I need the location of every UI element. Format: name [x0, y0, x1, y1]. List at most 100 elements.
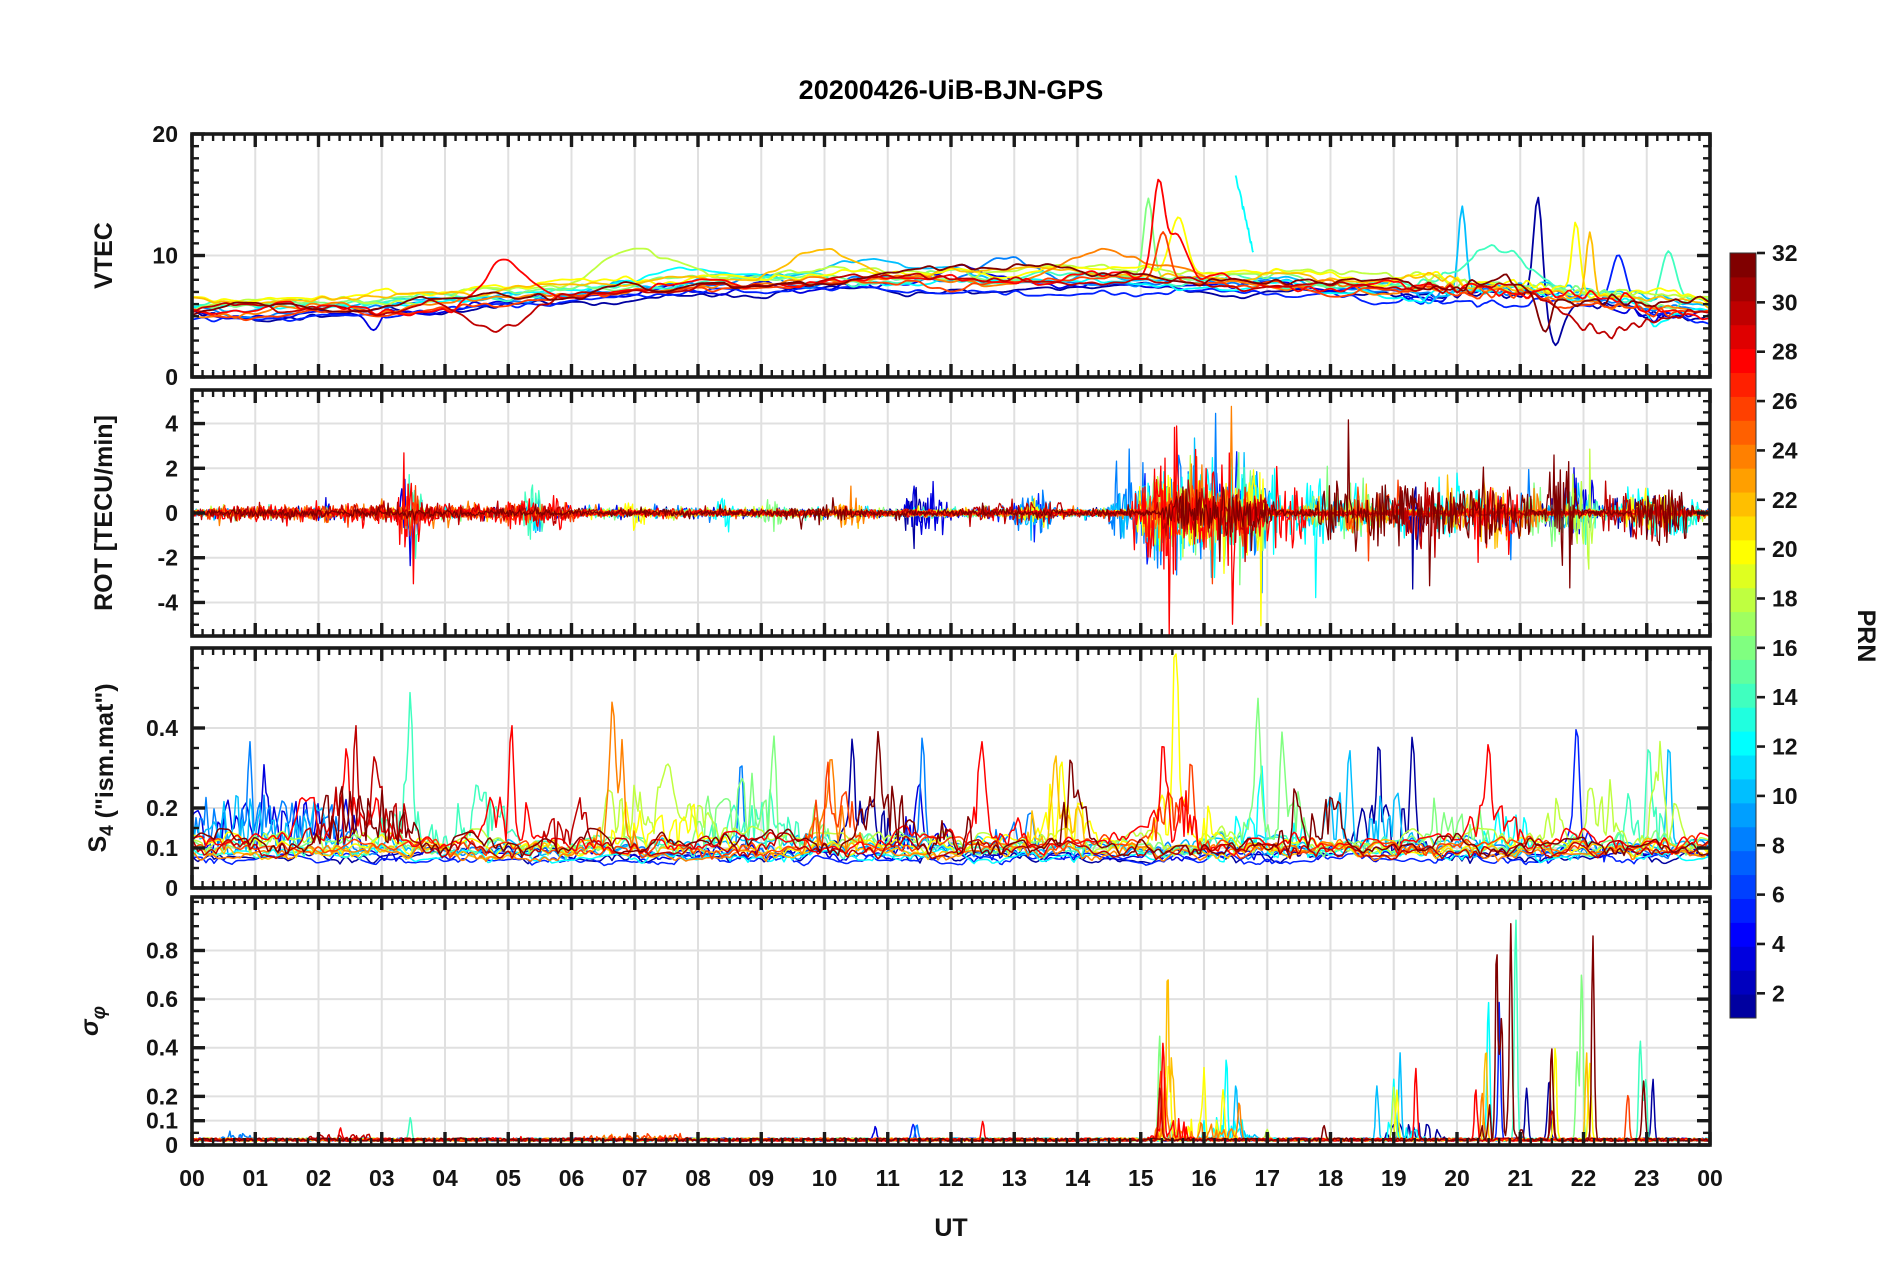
colorbar-cell-prn31 — [1730, 276, 1756, 302]
hour-tick-label-24: 00 — [1697, 1165, 1723, 1191]
vtec-segment-prn12 — [1234, 175, 1255, 253]
colorbar-cell-prn3 — [1730, 946, 1756, 971]
colorbar-cell-prn9 — [1730, 802, 1756, 828]
colorbar-cell-prn14 — [1730, 683, 1756, 708]
ylabel-part: ROT [TECU/min] — [90, 415, 118, 611]
panel-vtec-series — [193, 175, 1709, 347]
colorbar-cell-prn20 — [1730, 539, 1756, 565]
rot-series-prn32 — [193, 419, 1709, 589]
s4-series-prn26 — [193, 761, 1709, 860]
ylabel-part: VTEC — [90, 222, 118, 289]
ytick-label-s4-0.4: 0.4 — [146, 715, 178, 741]
panel-s4-series — [193, 653, 1709, 867]
hour-tick-label-16: 16 — [1191, 1165, 1217, 1191]
colorbar-axis-label: PRN — [1852, 610, 1880, 663]
vtec-series-prn20 — [193, 216, 1709, 305]
panel-vtec: 0 10 20 VTEC — [90, 121, 1712, 390]
colorbar-tick-label-18: 18 — [1772, 585, 1798, 611]
hour-tick-label-1: 01 — [242, 1165, 268, 1191]
ytick-label-sigmaphi-0: 0 — [165, 1132, 178, 1158]
colorbar-tick-label-16: 16 — [1772, 635, 1798, 661]
panel-rot-series — [193, 405, 1709, 635]
panel-rot-ticks — [190, 388, 1712, 638]
colorbar-tick-label-2: 2 — [1772, 980, 1785, 1006]
ylabel-part: ("ism.mat") — [91, 683, 119, 825]
ylabel-part: φ — [89, 1006, 110, 1019]
colorbar-cell-prn10 — [1730, 778, 1756, 804]
hour-tick-label-23: 23 — [1634, 1165, 1660, 1191]
colorbar-tick-label-22: 22 — [1772, 487, 1798, 513]
hour-tick-label-20: 20 — [1444, 1165, 1470, 1191]
s4-series-prn32 — [193, 730, 1709, 858]
colorbar-tick-label-28: 28 — [1772, 339, 1798, 365]
ytick-label-sigmaphi-0.6: 0.6 — [146, 986, 178, 1012]
hour-tick-label-13: 13 — [1001, 1165, 1027, 1191]
hour-tick-label-10: 10 — [812, 1165, 838, 1191]
hour-tick-label-12: 12 — [938, 1165, 964, 1191]
colorbar-cell-prn12 — [1730, 731, 1756, 756]
colorbar-cell-prn28 — [1730, 348, 1756, 374]
colorbar-tick-label-6: 6 — [1772, 882, 1785, 908]
colorbar-cell-prn13 — [1730, 707, 1756, 732]
panel-vtec-ylabel: VTEC — [90, 222, 118, 289]
panel-rot-ylabel: ROT [TECU/min] — [90, 415, 118, 611]
hour-tick-label-11: 11 — [876, 1165, 901, 1191]
panel-s4-ticks — [190, 646, 1712, 890]
vtec-series-prn30 — [193, 272, 1709, 340]
colorbar-cell-prn8 — [1730, 826, 1756, 852]
hour-tick-label-4: 04 — [432, 1165, 458, 1191]
colorbar-tick-label-30: 30 — [1772, 289, 1798, 315]
ytick-label-vtec-20: 20 — [152, 121, 178, 147]
hour-tick-label-15: 15 — [1128, 1165, 1154, 1191]
hour-tick-label-8: 08 — [685, 1165, 711, 1191]
colorbar-cell-prn17 — [1730, 611, 1756, 636]
ylabel-part: S — [84, 836, 112, 853]
colorbar-tick-label-24: 24 — [1772, 437, 1798, 463]
panel-sigmaphi-ylabel: σφ — [76, 1006, 110, 1036]
vtec-series-prn26 — [193, 231, 1709, 322]
colorbar-tick-label-12: 12 — [1772, 734, 1798, 760]
colorbar-cell-prn19 — [1730, 563, 1756, 589]
colorbar-tick-label-10: 10 — [1772, 783, 1798, 809]
colorbar-cell-prn29 — [1730, 324, 1756, 350]
panel-sigmaphi-ticks — [190, 897, 1712, 1147]
colorbar-cell-prn6 — [1730, 874, 1756, 899]
hour-tick-label-18: 18 — [1318, 1165, 1344, 1191]
hour-tick-label-0: 00 — [179, 1165, 205, 1191]
panel-s4-grid — [192, 648, 1710, 888]
ytick-label-rot--2: -2 — [158, 545, 178, 571]
s4-series-prn28 — [193, 725, 1709, 857]
ytick-label-rot-4: 4 — [165, 411, 178, 437]
colorbar-cell-prn15 — [1730, 659, 1756, 684]
vtec-series-prn1 — [193, 196, 1709, 347]
colorbar-cell-prn32 — [1730, 253, 1756, 278]
colorbar-cell-prn4 — [1730, 922, 1756, 947]
figure-title: 20200426-UiB-BJN-GPS — [799, 75, 1104, 105]
ytick-label-sigmaphi-0.8: 0.8 — [146, 937, 178, 963]
ylabel-part: σ — [76, 1018, 104, 1036]
colorbar-cell-prn30 — [1730, 300, 1756, 326]
colorbar-cell-prn5 — [1730, 898, 1756, 923]
panel-vtec-ticks — [190, 132, 1712, 379]
colorbar-cell-prn21 — [1730, 515, 1756, 541]
colorbar-cell-prn24 — [1730, 444, 1756, 469]
colorbar-cell-prn1 — [1730, 994, 1756, 1019]
hour-tick-label-22: 22 — [1571, 1165, 1597, 1191]
colorbar-cell-prn22 — [1730, 492, 1756, 517]
colorbar-cell-prn7 — [1730, 850, 1756, 876]
panel-sigmaphi: 00.10.2 0.4 0.6 0.8 σφ 00 01 02 03 04 05 06 07 08 09 10… — [76, 895, 1723, 1191]
colorbar-cell-prn11 — [1730, 755, 1756, 780]
colorbar-tick-label-20: 20 — [1772, 536, 1798, 562]
colorbar-tick-label-14: 14 — [1772, 684, 1798, 710]
vtec-series-prn32 — [193, 263, 1709, 333]
panel-s4: 0 0.1 0.2 0.4 S4 ("ism.mat") — [84, 646, 1712, 901]
panel-s4-ylabel: S4 ("ism.mat") — [84, 683, 119, 852]
ytick-label-rot-0: 0 — [165, 500, 178, 526]
ytick-label-s4-0: 0 — [165, 875, 178, 901]
hour-tick-label-7: 07 — [622, 1165, 648, 1191]
ytick-label-sigmaphi-0.4: 0.4 — [146, 1035, 178, 1061]
vtec-series-prn22 — [193, 231, 1709, 309]
hour-tick-label-2: 02 — [306, 1165, 332, 1191]
hour-tick-label-21: 21 — [1507, 1165, 1533, 1191]
